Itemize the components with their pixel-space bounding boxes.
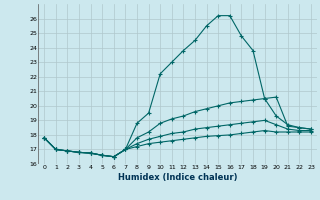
X-axis label: Humidex (Indice chaleur): Humidex (Indice chaleur) [118,173,237,182]
